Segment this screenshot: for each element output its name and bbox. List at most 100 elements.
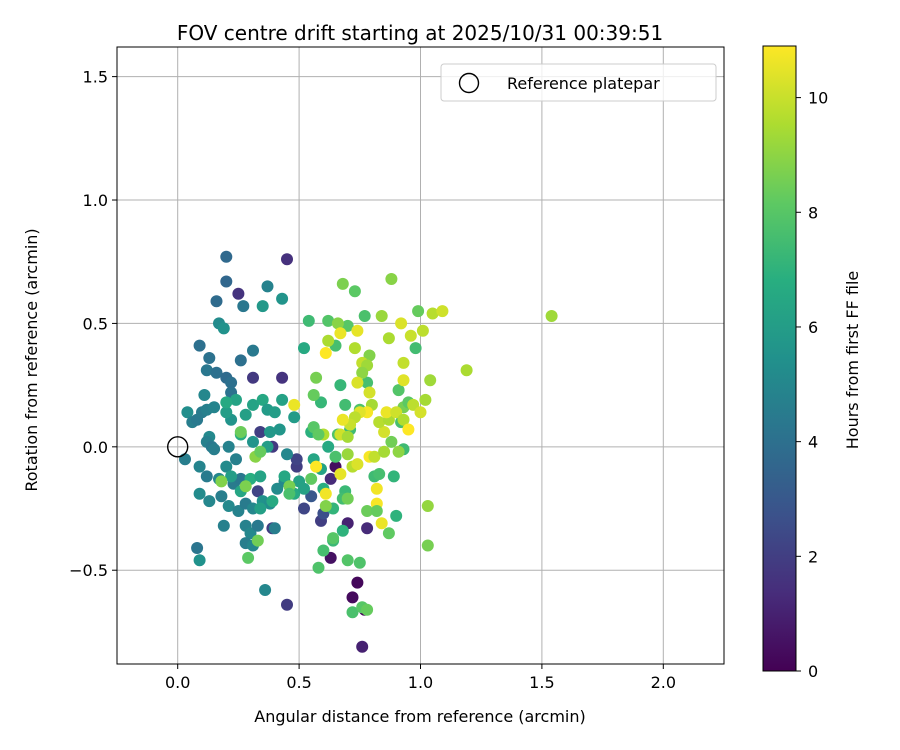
data-point bbox=[254, 426, 267, 438]
data-point bbox=[254, 445, 267, 458]
data-point bbox=[259, 584, 272, 596]
data-point bbox=[281, 253, 293, 266]
data-point bbox=[334, 468, 347, 480]
data-point bbox=[322, 314, 335, 327]
data-point bbox=[375, 310, 388, 322]
legend-box bbox=[440, 63, 717, 102]
data-point bbox=[382, 527, 395, 540]
data-point bbox=[261, 280, 274, 293]
data-point bbox=[251, 485, 264, 498]
y-tick-label: 1.0 bbox=[83, 191, 108, 210]
data-point bbox=[251, 519, 264, 532]
colorbar-label: Hours from first FF file bbox=[843, 271, 862, 450]
data-point bbox=[348, 285, 361, 298]
data-point bbox=[385, 273, 398, 285]
data-point bbox=[200, 364, 213, 377]
data-points bbox=[179, 250, 558, 653]
y-axis-ticks: −0.5 0.0 0.5 1.0 1.5 bbox=[69, 68, 117, 580]
data-point bbox=[351, 376, 364, 389]
data-point bbox=[324, 472, 337, 485]
data-point bbox=[215, 490, 228, 503]
data-point bbox=[283, 487, 296, 500]
data-point bbox=[234, 354, 247, 367]
data-point bbox=[317, 544, 330, 557]
data-point bbox=[247, 371, 259, 384]
data-point bbox=[390, 509, 403, 522]
data-point bbox=[356, 366, 369, 379]
data-point bbox=[319, 500, 332, 512]
data-point bbox=[380, 406, 393, 419]
data-point bbox=[361, 603, 374, 616]
colorbar: 0 2 4 6 8 10 Hours from first FF file bbox=[762, 45, 862, 681]
data-point bbox=[346, 606, 359, 619]
data-point bbox=[312, 561, 325, 574]
data-point bbox=[426, 307, 439, 320]
data-point bbox=[288, 411, 301, 424]
data-point bbox=[298, 342, 310, 355]
data-point bbox=[361, 522, 374, 535]
data-point bbox=[210, 295, 223, 308]
y-axis-label: Rotation from reference (arcmin) bbox=[22, 228, 41, 491]
x-axis-ticks: 0.0 0.5 1.0 1.5 2.0 bbox=[165, 664, 676, 692]
data-point bbox=[271, 482, 284, 495]
data-point bbox=[232, 287, 245, 300]
data-point bbox=[217, 322, 230, 335]
data-point bbox=[191, 542, 204, 554]
data-point bbox=[409, 342, 422, 355]
data-point bbox=[220, 396, 233, 409]
y-tick-label: 0.0 bbox=[83, 438, 108, 457]
data-point bbox=[217, 519, 230, 532]
legend-label: Reference platepar bbox=[507, 74, 660, 93]
data-point bbox=[193, 339, 206, 352]
data-point bbox=[397, 356, 410, 369]
data-point bbox=[276, 292, 289, 305]
data-point bbox=[208, 401, 221, 414]
data-point bbox=[336, 413, 349, 426]
data-point bbox=[215, 475, 228, 488]
data-point bbox=[230, 453, 242, 466]
data-point bbox=[356, 640, 369, 653]
data-point bbox=[290, 453, 303, 466]
colorbar-gradient bbox=[762, 45, 797, 672]
data-point bbox=[407, 398, 420, 411]
data-point bbox=[315, 396, 327, 409]
data-point bbox=[251, 534, 264, 547]
data-point bbox=[302, 314, 315, 327]
data-point bbox=[336, 277, 349, 290]
data-point bbox=[307, 389, 320, 401]
colorbar-tick-label: 0 bbox=[808, 662, 818, 681]
data-point bbox=[390, 406, 403, 419]
data-point bbox=[361, 376, 374, 389]
data-point bbox=[424, 374, 437, 387]
data-point bbox=[353, 556, 366, 569]
data-point bbox=[179, 453, 191, 466]
data-point bbox=[324, 551, 337, 564]
data-point bbox=[392, 445, 405, 458]
data-point bbox=[225, 376, 238, 389]
data-point bbox=[254, 470, 267, 483]
data-point bbox=[385, 435, 398, 448]
data-point bbox=[370, 505, 383, 517]
data-point bbox=[242, 551, 255, 564]
y-tick-label: 1.5 bbox=[83, 68, 108, 87]
data-point bbox=[421, 539, 434, 552]
data-point bbox=[397, 374, 410, 387]
data-point bbox=[348, 342, 361, 355]
data-point bbox=[200, 470, 213, 483]
data-point bbox=[341, 430, 354, 443]
data-point bbox=[256, 300, 269, 313]
data-point bbox=[237, 300, 250, 313]
data-point bbox=[421, 500, 434, 512]
data-point bbox=[268, 406, 281, 419]
data-point bbox=[312, 428, 325, 441]
data-point bbox=[310, 371, 323, 384]
legend-marker-circle bbox=[458, 72, 480, 94]
data-point bbox=[247, 435, 259, 448]
data-point bbox=[545, 310, 558, 322]
data-point bbox=[220, 250, 233, 263]
data-point bbox=[392, 384, 405, 397]
chart-title: FOV centre drift starting at 2025/10/31 … bbox=[177, 21, 663, 45]
data-point bbox=[395, 317, 408, 330]
data-point bbox=[281, 448, 293, 461]
data-point bbox=[404, 329, 417, 342]
